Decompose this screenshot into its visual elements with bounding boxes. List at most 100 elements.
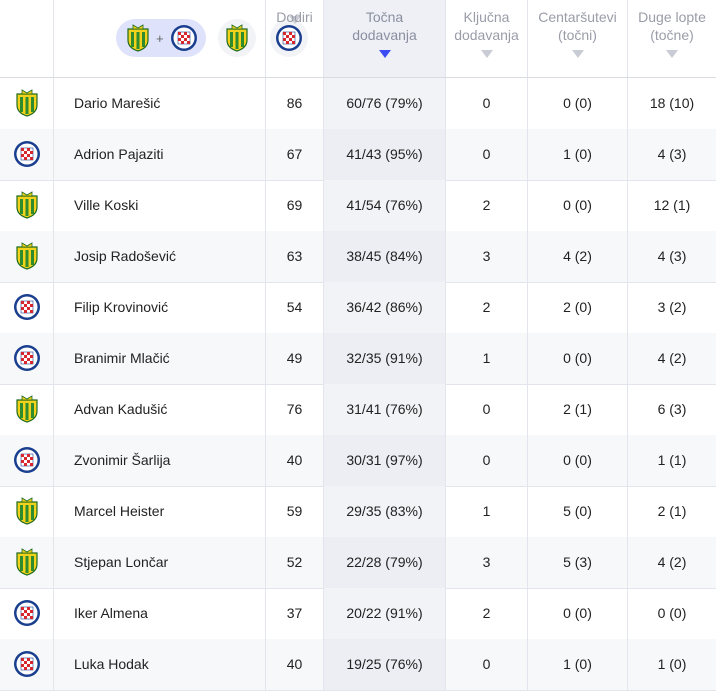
column-header-accurate-passes[interactable]: Točna dodavanja xyxy=(324,0,446,77)
long-balls-value: 3 (2) xyxy=(657,299,687,315)
key-passes-value: 1 xyxy=(446,333,528,384)
player-name[interactable]: Dario Marešić xyxy=(54,78,266,129)
long-balls-value: 12 (1) xyxy=(653,197,691,213)
crosses-value: 5 (3) xyxy=(528,537,628,588)
player-name[interactable]: Advan Kadušić xyxy=(54,384,266,435)
key-passes-value: 0 xyxy=(446,78,528,129)
team-a-crest-icon xyxy=(124,24,152,52)
team-b-crest-icon xyxy=(13,650,41,678)
sort-arrow-icon xyxy=(288,16,301,24)
long-balls-value: 4 (2) xyxy=(657,350,687,366)
header-blank xyxy=(0,0,54,77)
crosses-value: 1 (0) xyxy=(528,639,628,690)
accurate-passes-value: 31/41 (76%) xyxy=(324,384,446,435)
team-a-crest-icon xyxy=(13,395,41,423)
long-balls-value: 6 (3) xyxy=(657,401,687,417)
long-balls-value: 1 (1) xyxy=(657,452,687,468)
player-name[interactable]: Marcel Heister xyxy=(54,486,266,537)
key-passes-value: 2 xyxy=(446,282,528,333)
column-header-crosses[interactable]: Centaršutevi (točni) xyxy=(528,0,628,77)
touches-value: 52 xyxy=(266,537,324,588)
accurate-passes-value: 38/45 (84%) xyxy=(324,231,446,282)
touches-value: 67 xyxy=(266,129,324,180)
key-passes-value: 3 xyxy=(446,537,528,588)
team-a-crest-icon xyxy=(13,497,41,525)
team-crest-cell xyxy=(0,333,54,384)
key-passes-value: 0 xyxy=(446,435,528,486)
key-passes-value: 2 xyxy=(446,180,528,231)
crosses-value: 0 (0) xyxy=(528,333,628,384)
touches-value: 40 xyxy=(266,639,324,690)
crosses-value: 0 (0) xyxy=(528,435,628,486)
player-name[interactable]: Adrion Pajaziti xyxy=(54,129,266,180)
team-b-crest-icon xyxy=(170,24,198,52)
touches-value: 54 xyxy=(266,282,324,333)
team-crest-cell xyxy=(0,537,54,588)
table-row[interactable]: Josip Radošević 63 38/45 (84%) 3 4 (2) 4 (3) xyxy=(0,231,716,283)
player-name[interactable]: Filip Krovinović xyxy=(54,282,266,333)
long-balls-value: 4 (2) xyxy=(657,554,687,570)
table-row[interactable]: Advan Kadušić 76 31/41 (76%) 0 2 (1) 6 (3) xyxy=(0,384,716,436)
key-passes-value: 0 xyxy=(446,384,528,435)
player-name[interactable]: Branimir Mlačić xyxy=(54,333,266,384)
team-crest-cell xyxy=(0,435,54,486)
team-a-crest-icon xyxy=(223,24,251,52)
team-crest-cell xyxy=(0,486,54,537)
long-balls-value: 4 (3) xyxy=(657,248,687,264)
table-row[interactable]: Branimir Mlačić 49 32/35 (91%) 1 0 (0) 4 (2) xyxy=(0,333,716,385)
accurate-passes-value: 41/54 (76%) xyxy=(324,180,446,231)
team-b-crest-icon xyxy=(13,140,41,168)
table-row[interactable]: Filip Krovinović 54 36/42 (86%) 2 2 (0) 3 (2) xyxy=(0,282,716,334)
key-passes-value: 1 xyxy=(446,486,528,537)
filter-plus-label: + xyxy=(156,31,164,46)
team-crest-cell xyxy=(0,639,54,690)
accurate-passes-value: 36/42 (86%) xyxy=(324,282,446,333)
long-balls-value: 4 (3) xyxy=(657,146,687,162)
sort-arrow-icon xyxy=(571,50,584,58)
team-crest-cell xyxy=(0,384,54,435)
team-crest-cell xyxy=(0,180,54,231)
column-header-long-balls[interactable]: Duge lopte (točne) xyxy=(628,0,716,77)
table-row[interactable]: Marcel Heister 59 29/35 (83%) 1 5 (0) 2 (1) xyxy=(0,486,716,538)
table-row[interactable]: Dario Marešić 86 60/76 (79%) 0 0 (0) 18 (10) xyxy=(0,78,716,130)
player-name[interactable]: Iker Almena xyxy=(54,588,266,639)
long-balls-value: 18 (10) xyxy=(649,95,695,111)
column-header-key-passes[interactable]: Ključna dodavanja xyxy=(446,0,528,77)
crosses-value: 5 (0) xyxy=(528,486,628,537)
column-header-touches[interactable]: Dodiri xyxy=(266,0,324,77)
table-row[interactable]: Stjepan Lončar 52 22/28 (79%) 3 5 (3) 4 (2) xyxy=(0,537,716,589)
table-row[interactable]: Adrion Pajaziti 67 41/43 (95%) 0 1 (0) 4 (3) xyxy=(0,129,716,181)
table-header: + Dodiri Točna dodavanja Ključna dodavan… xyxy=(0,0,716,78)
crosses-value: 2 (1) xyxy=(528,384,628,435)
table-row[interactable]: Iker Almena 37 20/22 (91%) 2 0 (0) 0 (0) xyxy=(0,588,716,640)
team-a-crest-icon xyxy=(13,89,41,117)
sort-arrow-icon xyxy=(480,50,493,58)
touches-value: 59 xyxy=(266,486,324,537)
sort-arrow-icon xyxy=(666,50,678,58)
touches-value: 49 xyxy=(266,333,324,384)
crosses-value: 1 (0) xyxy=(528,129,628,180)
accurate-passes-value: 30/31 (97%) xyxy=(324,435,446,486)
touches-value: 40 xyxy=(266,435,324,486)
team-b-crest-icon xyxy=(13,599,41,627)
table-row[interactable]: Ville Koski 69 41/54 (76%) 2 0 (0) 12 (1) xyxy=(0,180,716,232)
accurate-passes-value: 60/76 (79%) xyxy=(324,78,446,129)
team-a-crest-icon xyxy=(13,548,41,576)
touches-value: 63 xyxy=(266,231,324,282)
team-a-crest-icon xyxy=(13,191,41,219)
player-name[interactable]: Zvonimir Šarlija xyxy=(54,435,266,486)
team-crest-cell xyxy=(0,588,54,639)
player-name[interactable]: Luka Hodak xyxy=(54,639,266,690)
key-passes-value: 0 xyxy=(446,129,528,180)
key-passes-value: 0 xyxy=(446,639,528,690)
player-name[interactable]: Stjepan Lončar xyxy=(54,537,266,588)
touches-value: 86 xyxy=(266,78,324,129)
table-row[interactable]: Zvonimir Šarlija 40 30/31 (97%) 0 0 (0) 1 (1) xyxy=(0,435,716,487)
player-name[interactable]: Ville Koski xyxy=(54,180,266,231)
accurate-passes-value: 19/25 (76%) xyxy=(324,639,446,690)
player-name[interactable]: Josip Radošević xyxy=(54,231,266,282)
team-b-crest-icon xyxy=(13,293,41,321)
table-row[interactable]: Luka Hodak 40 19/25 (76%) 0 1 (0) 1 (0) xyxy=(0,639,716,691)
crosses-value: 4 (2) xyxy=(528,231,628,282)
